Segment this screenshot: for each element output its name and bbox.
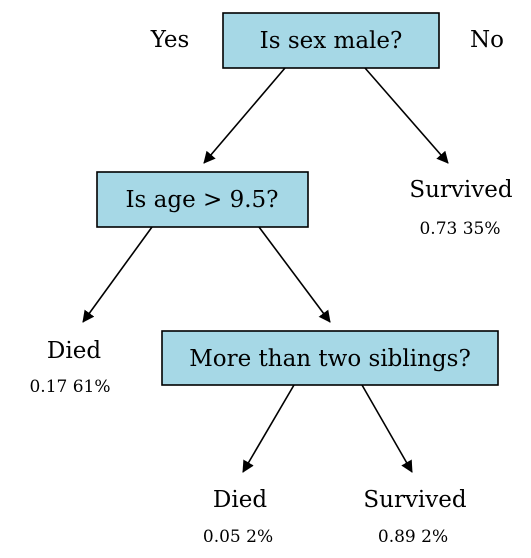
root-node: Is sex male?	[222, 12, 440, 69]
edge-root-to-age	[203, 67, 286, 164]
edge-age-to-siblings	[258, 226, 331, 323]
leaf-stats: 0.05 2%	[203, 527, 273, 547]
leaf-stats: 0.89 2%	[378, 527, 448, 547]
age-node: Is age > 9.5?	[96, 171, 309, 228]
edge-siblings-to-survived	[361, 384, 413, 473]
leaf-died-child: Died 0.17 61%	[29, 338, 110, 397]
edge-age-to-died	[82, 226, 153, 323]
edge-siblings-to-died	[242, 384, 295, 473]
siblings-question: More than two siblings?	[189, 346, 471, 372]
edge-root-to-survived	[364, 67, 449, 164]
leaf-stats: 0.17 61%	[29, 377, 110, 397]
leaf-died-siblings: Died 0.05 2%	[203, 487, 273, 547]
age-question: Is age > 9.5?	[125, 187, 278, 213]
siblings-node: More than two siblings?	[161, 330, 499, 386]
leaf-outcome: Died	[47, 338, 101, 364]
leaf-survived-female: Survived 0.73 35%	[409, 177, 513, 239]
root-question: Is sex male?	[260, 28, 403, 54]
no-label: No	[470, 27, 504, 53]
leaf-stats: 0.73 35%	[419, 219, 500, 239]
leaf-outcome: Survived	[409, 177, 513, 203]
leaf-outcome: Survived	[363, 487, 467, 513]
leaf-survived-siblings: Survived 0.89 2%	[363, 487, 467, 547]
yes-label: Yes	[150, 27, 190, 53]
leaf-outcome: Died	[213, 487, 267, 513]
